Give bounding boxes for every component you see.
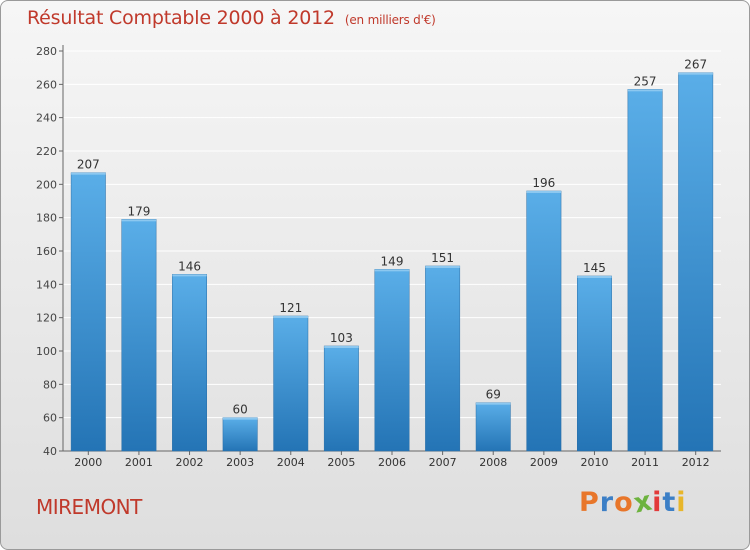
bar-value-label: 146 [178, 259, 201, 273]
y-tick-label: 160 [36, 245, 57, 258]
x-tick-label: 2009 [530, 456, 558, 469]
bar-2006[interactable] [374, 269, 410, 452]
bar-highlight-2005 [324, 346, 359, 348]
bar-value-label: 103 [330, 331, 353, 345]
chart-title: Résultat Comptable 2000 à 2012 (en millie… [27, 7, 436, 29]
logo-letter: o [614, 487, 634, 518]
bar-highlight-2007 [425, 266, 460, 268]
y-tick-label: 80 [43, 378, 57, 391]
bar-2012[interactable] [678, 72, 714, 452]
bar-value-label: 207 [77, 158, 100, 172]
logo-letter: i [676, 487, 687, 518]
bar-value-label: 121 [279, 301, 302, 315]
y-tick-label: 240 [36, 112, 57, 125]
bar-2000[interactable] [70, 172, 106, 452]
x-tick-label: 2005 [327, 456, 355, 469]
bar-value-label: 267 [684, 58, 707, 72]
bar-2002[interactable] [172, 274, 207, 452]
title-text: Résultat Comptable 2000 à 2012 [27, 7, 335, 29]
logo-letter: P [579, 487, 600, 518]
logo-letter: t [662, 487, 677, 518]
bar-2003[interactable] [222, 417, 258, 452]
bar-2007[interactable] [425, 265, 461, 452]
bar-value-label: 179 [127, 204, 150, 218]
bar-value-label: 69 [486, 388, 501, 402]
x-tick-label: 2008 [479, 456, 507, 469]
y-tick-label: 60 [43, 412, 57, 425]
x-tick-label: 2010 [580, 456, 608, 469]
x-tick-label: 2000 [74, 456, 102, 469]
bar-2011[interactable] [627, 89, 663, 452]
bar-value-label: 60 [233, 403, 248, 417]
bar-highlight-2012 [678, 72, 713, 75]
bar-2008[interactable] [475, 402, 511, 452]
x-tick-label: 2011 [631, 456, 659, 469]
bar-value-label: 149 [381, 254, 404, 268]
bar-value-label: 151 [431, 251, 454, 265]
bar-2009[interactable] [526, 190, 562, 452]
title-unit: (en milliers d'€) [344, 13, 436, 27]
bar-highlight-2009 [526, 191, 562, 193]
y-tick-label: 260 [36, 78, 57, 91]
bar-highlight-2000 [71, 172, 106, 175]
bar-highlight-2006 [374, 269, 410, 272]
logo-letter: i [652, 487, 663, 518]
x-tick-label: 2006 [378, 456, 406, 469]
y-tick-label: 280 [36, 45, 57, 58]
bar-2005[interactable] [323, 345, 359, 452]
y-tick-label: 40 [43, 445, 57, 458]
x-tick-label: 2007 [429, 456, 457, 469]
bar-highlight-2001 [121, 219, 157, 222]
x-tick-label: 2003 [226, 456, 254, 469]
bar-highlight-2003 [222, 417, 258, 420]
logo-letter: r [599, 487, 615, 518]
bar-highlight-2010 [577, 276, 612, 278]
bar-highlight-2004 [273, 316, 308, 318]
place-name: MIREMONT [36, 495, 142, 519]
bar-value-label: 257 [634, 74, 657, 88]
bar-highlight-2011 [627, 89, 663, 92]
bar-highlight-2002 [172, 274, 207, 277]
y-tick-label: 220 [36, 145, 57, 158]
labels: 40 60 80 100 120 140 160 180 200 220 240 260 280 207 2… [36, 45, 710, 469]
proxiti-logo[interactable]: Proxiti [579, 485, 687, 519]
x-tick-label: 2001 [125, 456, 153, 469]
bar-highlight-2008 [476, 402, 511, 405]
bar-2004[interactable] [273, 315, 309, 452]
bars [70, 72, 714, 452]
y-tick-label: 100 [36, 345, 57, 358]
bar-2010[interactable] [577, 275, 612, 452]
bar-2001[interactable] [121, 219, 157, 452]
y-tick-label: 140 [36, 278, 57, 291]
y-tick-label: 180 [36, 212, 57, 225]
y-tick-label: 120 [36, 312, 57, 325]
y-tick-label: 200 [36, 178, 57, 191]
bar-value-label: 145 [583, 261, 606, 275]
x-tick-label: 2002 [176, 456, 204, 469]
x-tick-label: 2012 [682, 456, 710, 469]
bar-value-label: 196 [532, 176, 555, 190]
x-tick-label: 2004 [277, 456, 305, 469]
